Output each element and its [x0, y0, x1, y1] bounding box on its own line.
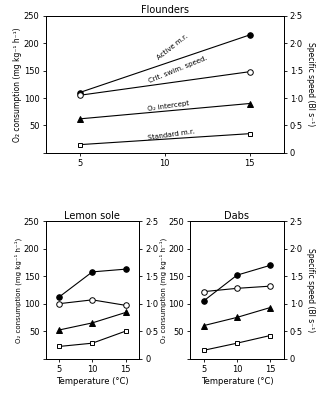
Text: Standard m.r.: Standard m.r. [148, 128, 195, 141]
Title: Lemon sole: Lemon sole [64, 211, 120, 221]
X-axis label: Temperature (°C): Temperature (°C) [56, 377, 129, 386]
Title: Flounders: Flounders [141, 5, 189, 15]
Text: O₂ intercept: O₂ intercept [148, 100, 190, 112]
Title: Dabs: Dabs [225, 211, 249, 221]
Text: Active m.r.: Active m.r. [156, 33, 189, 61]
Text: Crit. swim. speed.: Crit. swim. speed. [148, 55, 208, 84]
Y-axis label: Specific speed (Bl s⁻¹): Specific speed (Bl s⁻¹) [306, 42, 315, 126]
Y-axis label: O₂ consumption (mg kg⁻¹ h⁻¹): O₂ consumption (mg kg⁻¹ h⁻¹) [159, 237, 167, 343]
Y-axis label: O₂ consumption (mg kg⁻¹ h⁻¹): O₂ consumption (mg kg⁻¹ h⁻¹) [15, 237, 22, 343]
Y-axis label: O₂ consumption (mg kg⁻¹ h⁻¹): O₂ consumption (mg kg⁻¹ h⁻¹) [13, 27, 22, 141]
Y-axis label: Specific speed (Bl s⁻¹): Specific speed (Bl s⁻¹) [306, 248, 315, 332]
X-axis label: Temperature (°C): Temperature (°C) [200, 377, 273, 386]
